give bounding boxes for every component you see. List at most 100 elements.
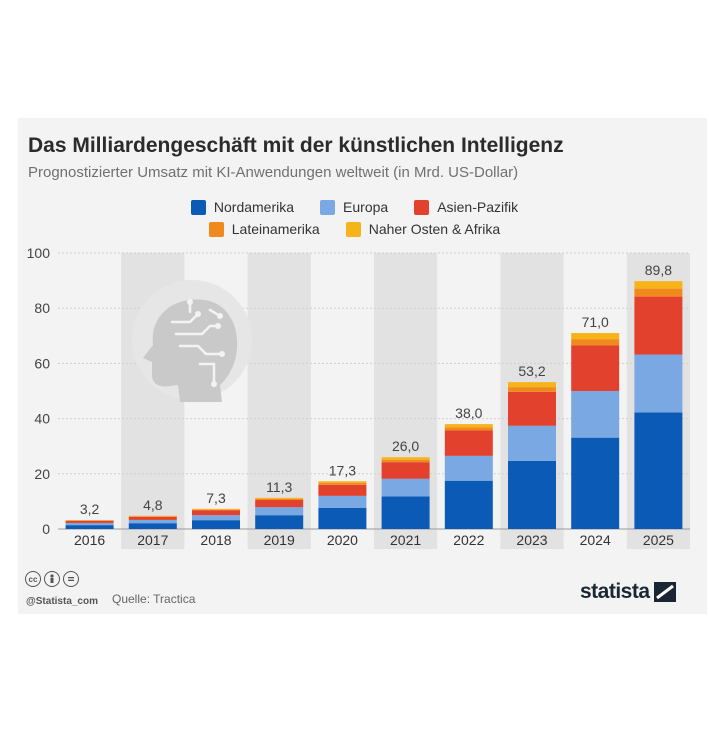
legend-swatch-naher-osten-afrika (345, 221, 361, 237)
legend-row-2: Lateinamerika Naher Osten & Afrika (0, 221, 709, 237)
bar-segment (508, 425, 556, 461)
x-tick-label: 2022 (453, 532, 484, 548)
bar-total-label: 7,3 (206, 490, 226, 506)
bar-segment (634, 354, 683, 413)
bar-segment (192, 509, 240, 511)
bar-stack-2020 (318, 481, 367, 529)
x-tick-label: 2023 (516, 532, 547, 548)
bar-segment (255, 515, 304, 529)
bar-segment (65, 522, 114, 526)
chart-title: Das Milliardengeschäft mit der künstlich… (28, 134, 564, 157)
cc-icon: cc (25, 571, 41, 587)
bar-segment (128, 516, 177, 520)
bar-segment (255, 498, 304, 501)
bar-total-label: 17,3 (329, 462, 356, 478)
bar-total-label: 26,0 (392, 438, 419, 454)
bar-segment (381, 478, 430, 497)
bar-segment (571, 391, 620, 438)
bar-stack-2025 (634, 281, 683, 529)
bar-total-label: 71,0 (582, 314, 609, 330)
bar-segment (318, 507, 367, 529)
bar-segment (128, 523, 177, 529)
bar-segment (444, 480, 493, 529)
bar-segment (444, 430, 493, 456)
x-tick-label: 2024 (580, 532, 611, 548)
bar-segment (634, 412, 683, 529)
legend-label-lateinamerika: Lateinamerika (231, 221, 320, 237)
y-tick-label: 20 (34, 466, 50, 482)
y-tick-label: 100 (27, 245, 51, 261)
bar-stack-2024 (571, 333, 620, 529)
bar-segment (571, 333, 620, 340)
license-icons: cc (25, 571, 79, 587)
bar-segment (192, 520, 240, 529)
bar-segment (255, 497, 304, 499)
legend-label-nordamerika: Nordamerika (213, 199, 295, 215)
bar-total-label: 4,8 (143, 497, 163, 513)
bar-stack-2018 (192, 508, 240, 529)
bar-total-label: 38,0 (455, 405, 482, 421)
legend-swatch-nordamerika (190, 199, 206, 215)
bar-segment (571, 339, 620, 346)
bar-stack-2022 (444, 424, 493, 529)
bar-segment (318, 482, 367, 485)
bar-segment (508, 382, 556, 388)
bar-segment (444, 427, 493, 431)
bar-segment (571, 437, 620, 529)
x-tick-label: 2019 (264, 532, 295, 548)
by-icon (44, 571, 60, 587)
x-tick-label: 2016 (74, 532, 105, 548)
bar-stack-2016 (65, 520, 114, 529)
legend-label-asien-pazifik: Asien-Pazifik (437, 199, 519, 215)
bar-segment (508, 460, 556, 529)
bar-stack-2023 (508, 382, 556, 529)
x-tick-label: 2025 (643, 532, 674, 548)
bar-segment (318, 495, 367, 508)
bar-segment (444, 455, 493, 481)
statista-logo: statista (580, 580, 676, 604)
bar-segment (255, 507, 304, 516)
y-tick-label: 40 (34, 411, 50, 427)
legend-row-1: Nordamerika Europa Asien-Pazifik (0, 199, 709, 215)
legend-swatch-asien-pazifik (414, 199, 430, 215)
bar-segment (508, 391, 556, 426)
brand-name: statista (580, 580, 650, 603)
bar-total-label: 89,8 (645, 262, 672, 278)
bar-segment (381, 459, 430, 463)
bar-segment (128, 516, 177, 517)
bar-segment (65, 520, 114, 523)
head-circuit-icon (132, 280, 252, 402)
legend-swatch-lateinamerika (208, 221, 224, 237)
bar-segment (381, 457, 430, 460)
bar-total-label: 11,3 (266, 479, 292, 495)
bar-segment (255, 500, 304, 508)
legend-item-europa: Europa (320, 199, 388, 215)
bar-segment (634, 296, 683, 355)
bar-segment (65, 525, 114, 529)
legend-item-naher-osten-afrika: Naher Osten & Afrika (345, 221, 500, 237)
bar-segment (444, 424, 493, 428)
x-tick-label: 2020 (327, 532, 358, 548)
legend-item-nordamerika: Nordamerika (190, 199, 295, 215)
legend-item-asien-pazifik: Asien-Pazifik (414, 199, 518, 215)
y-tick-label: 60 (34, 355, 50, 371)
x-tick-label: 2021 (390, 532, 421, 548)
legend-item-lateinamerika: Lateinamerika (208, 221, 320, 237)
source-text: Quelle: Tractica (112, 592, 196, 606)
bar-stack-2019 (255, 497, 304, 529)
bar-segment (65, 520, 114, 521)
bar-segment (318, 481, 367, 483)
x-tick-label: 2018 (200, 532, 231, 548)
statista-mark-icon (653, 582, 676, 602)
y-tick-label: 0 (42, 521, 50, 537)
chart-subtitle: Prognostizierter Umsatz mit KI-Anwendung… (28, 164, 519, 181)
bar-segment (381, 496, 430, 529)
bar-segment (508, 387, 556, 392)
bar-segment (128, 519, 177, 524)
footer-handle: @Statista_com (26, 596, 98, 607)
bar-segment (192, 515, 240, 521)
bar-total-label: 53,2 (518, 363, 545, 379)
bar-segment (318, 484, 367, 496)
bar-segment (192, 508, 240, 510)
